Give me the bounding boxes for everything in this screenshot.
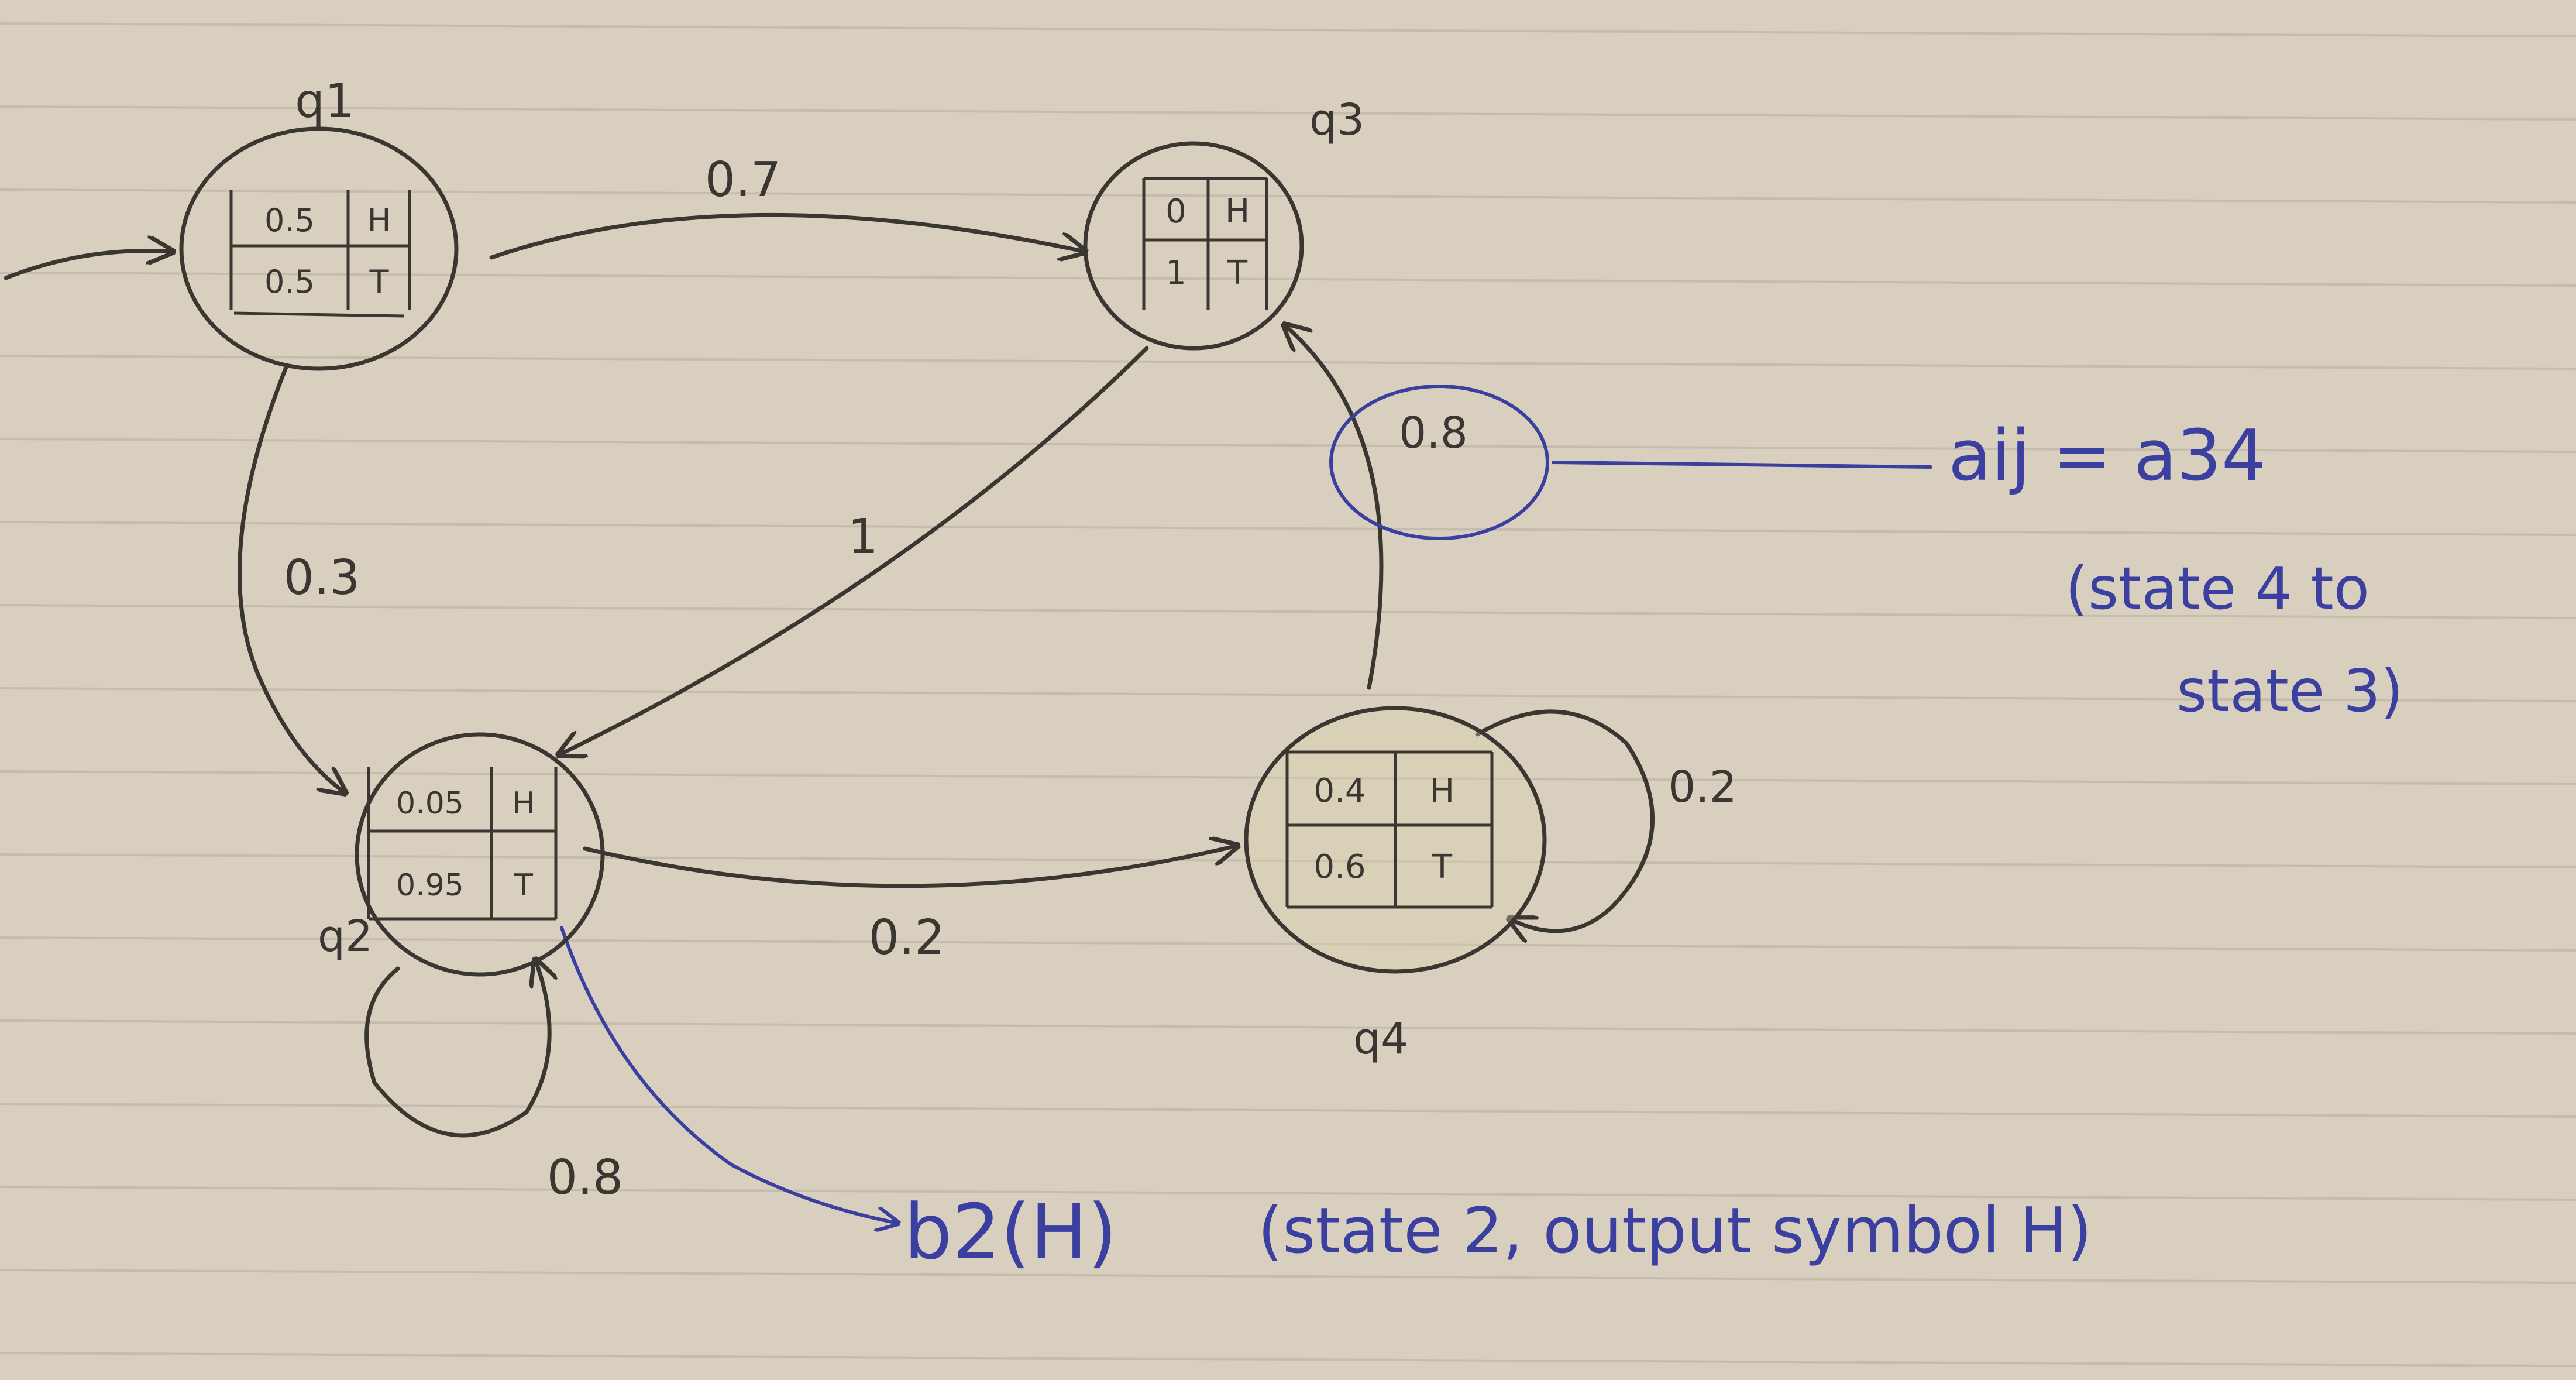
ruled-line <box>0 105 2576 121</box>
q2-t-prob: 0.95 <box>396 868 464 903</box>
q3-t-symbol: T <box>1227 254 1248 292</box>
state-label-q2: q2 <box>318 911 373 962</box>
self-loop-q4 <box>1475 709 1655 931</box>
prob-q3-q2: 1 <box>848 509 878 565</box>
q4-t-symbol: T <box>1432 848 1453 886</box>
q3-h-prob: 0 <box>1165 193 1186 231</box>
ruled-line <box>0 687 2576 702</box>
q2-t-symbol: T <box>514 868 533 903</box>
q4-h-prob: 0.4 <box>1313 772 1366 810</box>
prob-q2-q4: 0.2 <box>869 910 945 966</box>
annotation-aij-note-2: state 3) <box>2176 657 2403 725</box>
state-q2: 0.05 H 0.95 T q2 <box>318 732 605 977</box>
q1-t-symbol: T <box>369 263 390 300</box>
q1-h-symbol: H <box>367 202 391 239</box>
annotation-b2-note: (state 2, output symbol H) <box>1258 1194 2092 1268</box>
emission-table-q1 <box>229 190 411 318</box>
ruled-line <box>0 272 2576 287</box>
q1-t-prob: 0.5 <box>264 263 315 300</box>
ruled-line <box>0 936 2576 952</box>
ruled-line <box>0 604 2576 619</box>
q2-h-prob: 0.05 <box>396 786 464 821</box>
prob-q4-q4: 0.2 <box>1668 762 1737 812</box>
q2-h-symbol: H <box>512 786 535 821</box>
emission-table-q2 <box>367 767 558 921</box>
ruled-line <box>0 22 2576 37</box>
q4-h-symbol: H <box>1430 772 1454 810</box>
prob-q4-q3: 0.8 <box>1399 408 1468 458</box>
ruled-line <box>0 1103 2576 1118</box>
ruled-line <box>0 1186 2576 1201</box>
state-label-q4: q4 <box>1353 1014 1408 1064</box>
a34-pointer-line <box>1552 461 1932 469</box>
edge-q1-q3 <box>489 212 1085 258</box>
emission-table-q4 <box>1285 750 1494 909</box>
ruled-line <box>0 438 2576 453</box>
ruled-line <box>0 355 2576 370</box>
ruled-line <box>0 1352 2576 1367</box>
self-loop-q2 <box>364 960 550 1138</box>
edge-q2-q4 <box>583 846 1237 888</box>
highlight-circle-a34 <box>1329 385 1549 540</box>
emission-table-q3 <box>1142 177 1268 310</box>
state-q4: 0.4 H 0.6 T q4 <box>1244 706 1547 1064</box>
q3-t-prob: 1 <box>1165 254 1186 292</box>
q1-h-prob: 0.5 <box>264 202 315 239</box>
start-arrow <box>4 250 173 280</box>
state-q1: 0.5 H 0.5 T q1 <box>179 74 459 371</box>
edge-q4-q3 <box>1284 325 1384 690</box>
prob-q1-q2: 0.3 <box>284 550 360 606</box>
annotation-b2: b2(H) <box>904 1187 1117 1276</box>
edge-q1-q2 <box>238 363 345 793</box>
prob-q2-q2: 0.8 <box>547 1150 623 1206</box>
q4-t-prob: 0.6 <box>1313 848 1366 886</box>
ruled-line <box>0 1019 2576 1035</box>
annotation-aij: aij = a34 <box>1948 416 2266 497</box>
ruled-line <box>0 1269 2576 1284</box>
b2-pointer-arrow <box>560 926 898 1223</box>
annotation-aij-note-1: (state 4 to <box>2065 554 2369 623</box>
state-q3: 0 H 1 T q3 <box>1083 95 1364 351</box>
ruled-line <box>0 521 2576 536</box>
edge-q3-q2 <box>559 346 1149 755</box>
prob-q1-q3: 0.7 <box>705 152 781 208</box>
state-label-q1: q1 <box>295 74 355 128</box>
q3-h-symbol: H <box>1225 193 1250 231</box>
state-label-q3: q3 <box>1309 95 1364 145</box>
